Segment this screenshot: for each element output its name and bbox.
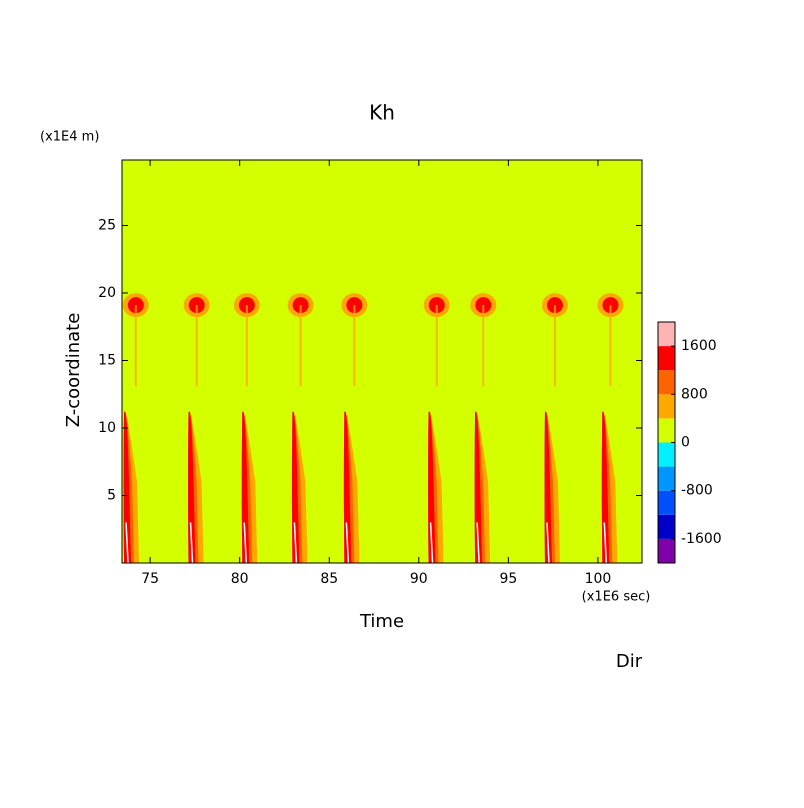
colorbar-band (658, 490, 675, 515)
dir-label: Dir (616, 651, 643, 672)
y-unit: (x1E4 m) (40, 130, 99, 145)
colorbar-band (658, 370, 675, 395)
plot-frame (121, 159, 643, 564)
x-label: Time (359, 611, 404, 632)
colorbar-band (658, 538, 675, 563)
colorbar-band (658, 394, 675, 419)
y-tick-label: 10 (98, 420, 116, 436)
plume-core (544, 411, 552, 563)
x-unit: (x1E6 sec) (582, 590, 651, 605)
colorbar-band (658, 418, 675, 443)
plume-core (428, 411, 436, 563)
plume-core (343, 411, 352, 563)
plume-center (345, 522, 350, 564)
y-tick-label: 25 (98, 217, 116, 233)
plume-center (476, 522, 480, 564)
colorbar-label: 0 (681, 435, 690, 451)
plume-center (293, 522, 298, 564)
plume-core (601, 411, 610, 563)
y-label: Z-coordinate (63, 313, 84, 428)
plume-core (241, 411, 250, 563)
x-tick-label: 95 (499, 571, 517, 587)
plume-center (125, 522, 129, 564)
x-tick-label: 80 (231, 571, 249, 587)
y-tick-label: 15 (98, 352, 116, 368)
colorbar-band (658, 322, 675, 347)
plume-center (603, 522, 608, 564)
chart-title: Kh (369, 101, 395, 125)
plume-core (123, 411, 132, 563)
x-tick-label: 90 (410, 571, 428, 587)
plume-center (546, 522, 550, 564)
x-tick-label: 75 (141, 571, 159, 587)
colorbar-label: -1600 (681, 531, 722, 547)
x-tick-label: 85 (320, 571, 338, 587)
colorbar-label: 800 (681, 386, 708, 402)
colorbar-band (658, 346, 675, 371)
y-tick-label: 20 (98, 285, 116, 301)
colorbar-label: -800 (681, 483, 713, 499)
plume-center (429, 522, 434, 564)
x-tick-label: 100 (585, 571, 612, 587)
colorbar-label: 1600 (681, 338, 717, 354)
plume-center (243, 522, 248, 564)
plume-core (291, 411, 300, 563)
colorbar-band (658, 442, 675, 467)
colorbar-band (658, 514, 675, 539)
plume-core (474, 411, 483, 563)
colorbar-band (658, 466, 675, 491)
y-tick-label: 5 (107, 487, 116, 503)
plume-center (189, 522, 194, 564)
plume-core (188, 411, 196, 563)
